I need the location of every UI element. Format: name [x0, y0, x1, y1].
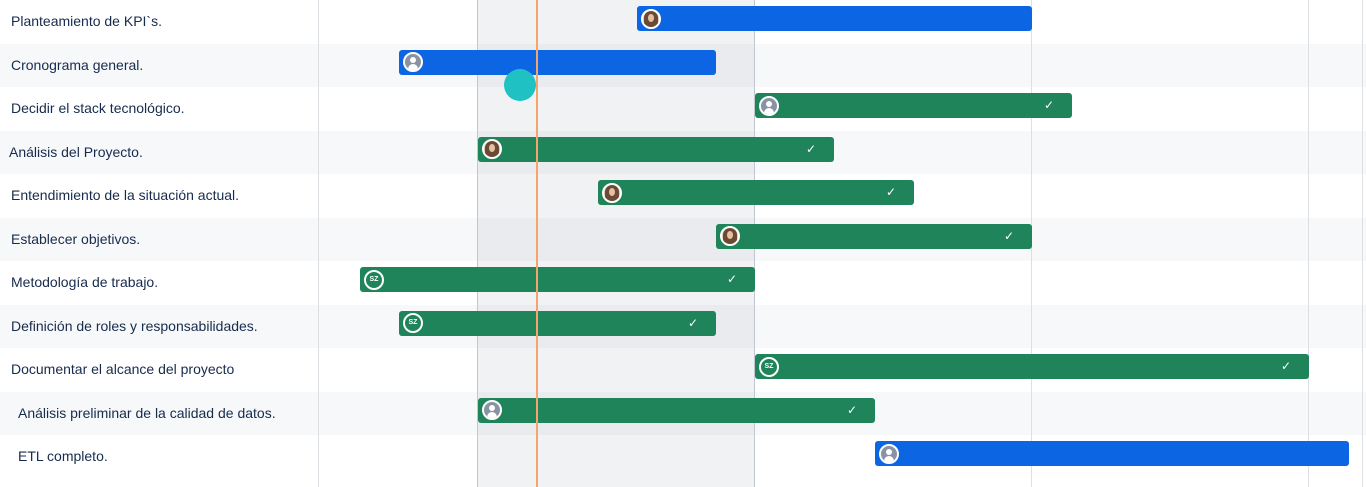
grid-line: [318, 0, 319, 487]
user-avatar-icon[interactable]: [403, 52, 423, 72]
user-photo-avatar-icon[interactable]: [602, 182, 622, 203]
task-bar[interactable]: [637, 6, 1032, 31]
check-icon: ✓: [1281, 359, 1292, 373]
task-label[interactable]: Definición de roles y responsabilidades.: [11, 317, 258, 334]
task-bar[interactable]: [875, 441, 1349, 466]
check-icon: ✓: [886, 185, 897, 199]
user-photo-avatar-icon[interactable]: [720, 226, 740, 246]
task-bar[interactable]: [399, 49, 716, 75]
grid-line: [1362, 0, 1363, 487]
check-icon: ✓: [727, 272, 738, 286]
task-label[interactable]: Análisis preliminar de la calidad de dat…: [18, 404, 276, 421]
cursor-indicator: [504, 69, 536, 101]
check-icon: ✓: [688, 315, 699, 330]
task-bar[interactable]: ✓: [598, 180, 914, 205]
today-marker-line: [536, 0, 538, 487]
table-row[interactable]: [0, 217, 1366, 261]
grid-line: [1308, 0, 1309, 487]
check-icon: ✓: [806, 141, 817, 156]
task-label[interactable]: Entendimiento de la situación actual.: [11, 187, 240, 203]
initials-avatar-icon[interactable]: SZ: [403, 313, 423, 333]
task-bar[interactable]: ✓: [755, 93, 1072, 118]
task-bar[interactable]: ✓: [478, 136, 834, 162]
task-label[interactable]: Establecer objetivos.: [11, 230, 141, 247]
user-avatar-icon[interactable]: [879, 443, 899, 464]
task-label[interactable]: Documentar el alcance del proyecto: [11, 361, 235, 377]
task-bar[interactable]: SZ ✓: [399, 310, 716, 336]
check-icon: ✓: [847, 402, 858, 417]
user-photo-avatar-icon[interactable]: [482, 139, 502, 159]
task-label[interactable]: Planteamiento de KPI`s.: [11, 13, 162, 29]
task-label[interactable]: Análisis del Proyecto.: [9, 143, 143, 160]
task-bar[interactable]: SZ ✓: [360, 267, 755, 292]
task-bar[interactable]: ✓: [478, 397, 875, 423]
initials-avatar-icon[interactable]: SZ: [364, 269, 384, 290]
task-bar[interactable]: SZ ✓: [755, 354, 1309, 379]
task-bar[interactable]: ✓: [716, 223, 1032, 249]
check-icon: ✓: [1044, 98, 1055, 112]
grid-line: [477, 0, 478, 487]
user-avatar-icon[interactable]: [482, 400, 502, 420]
task-label[interactable]: Decidir el stack tecnológico.: [11, 100, 185, 116]
user-avatar-icon[interactable]: [759, 95, 779, 116]
initials-avatar-icon[interactable]: SZ: [759, 356, 779, 377]
check-icon: ✓: [1004, 228, 1015, 243]
task-label[interactable]: ETL completo.: [18, 448, 108, 464]
user-photo-avatar-icon[interactable]: [641, 8, 661, 29]
task-label[interactable]: Metodología de trabajo.: [11, 274, 159, 290]
task-label[interactable]: Cronograma general.: [11, 56, 144, 73]
